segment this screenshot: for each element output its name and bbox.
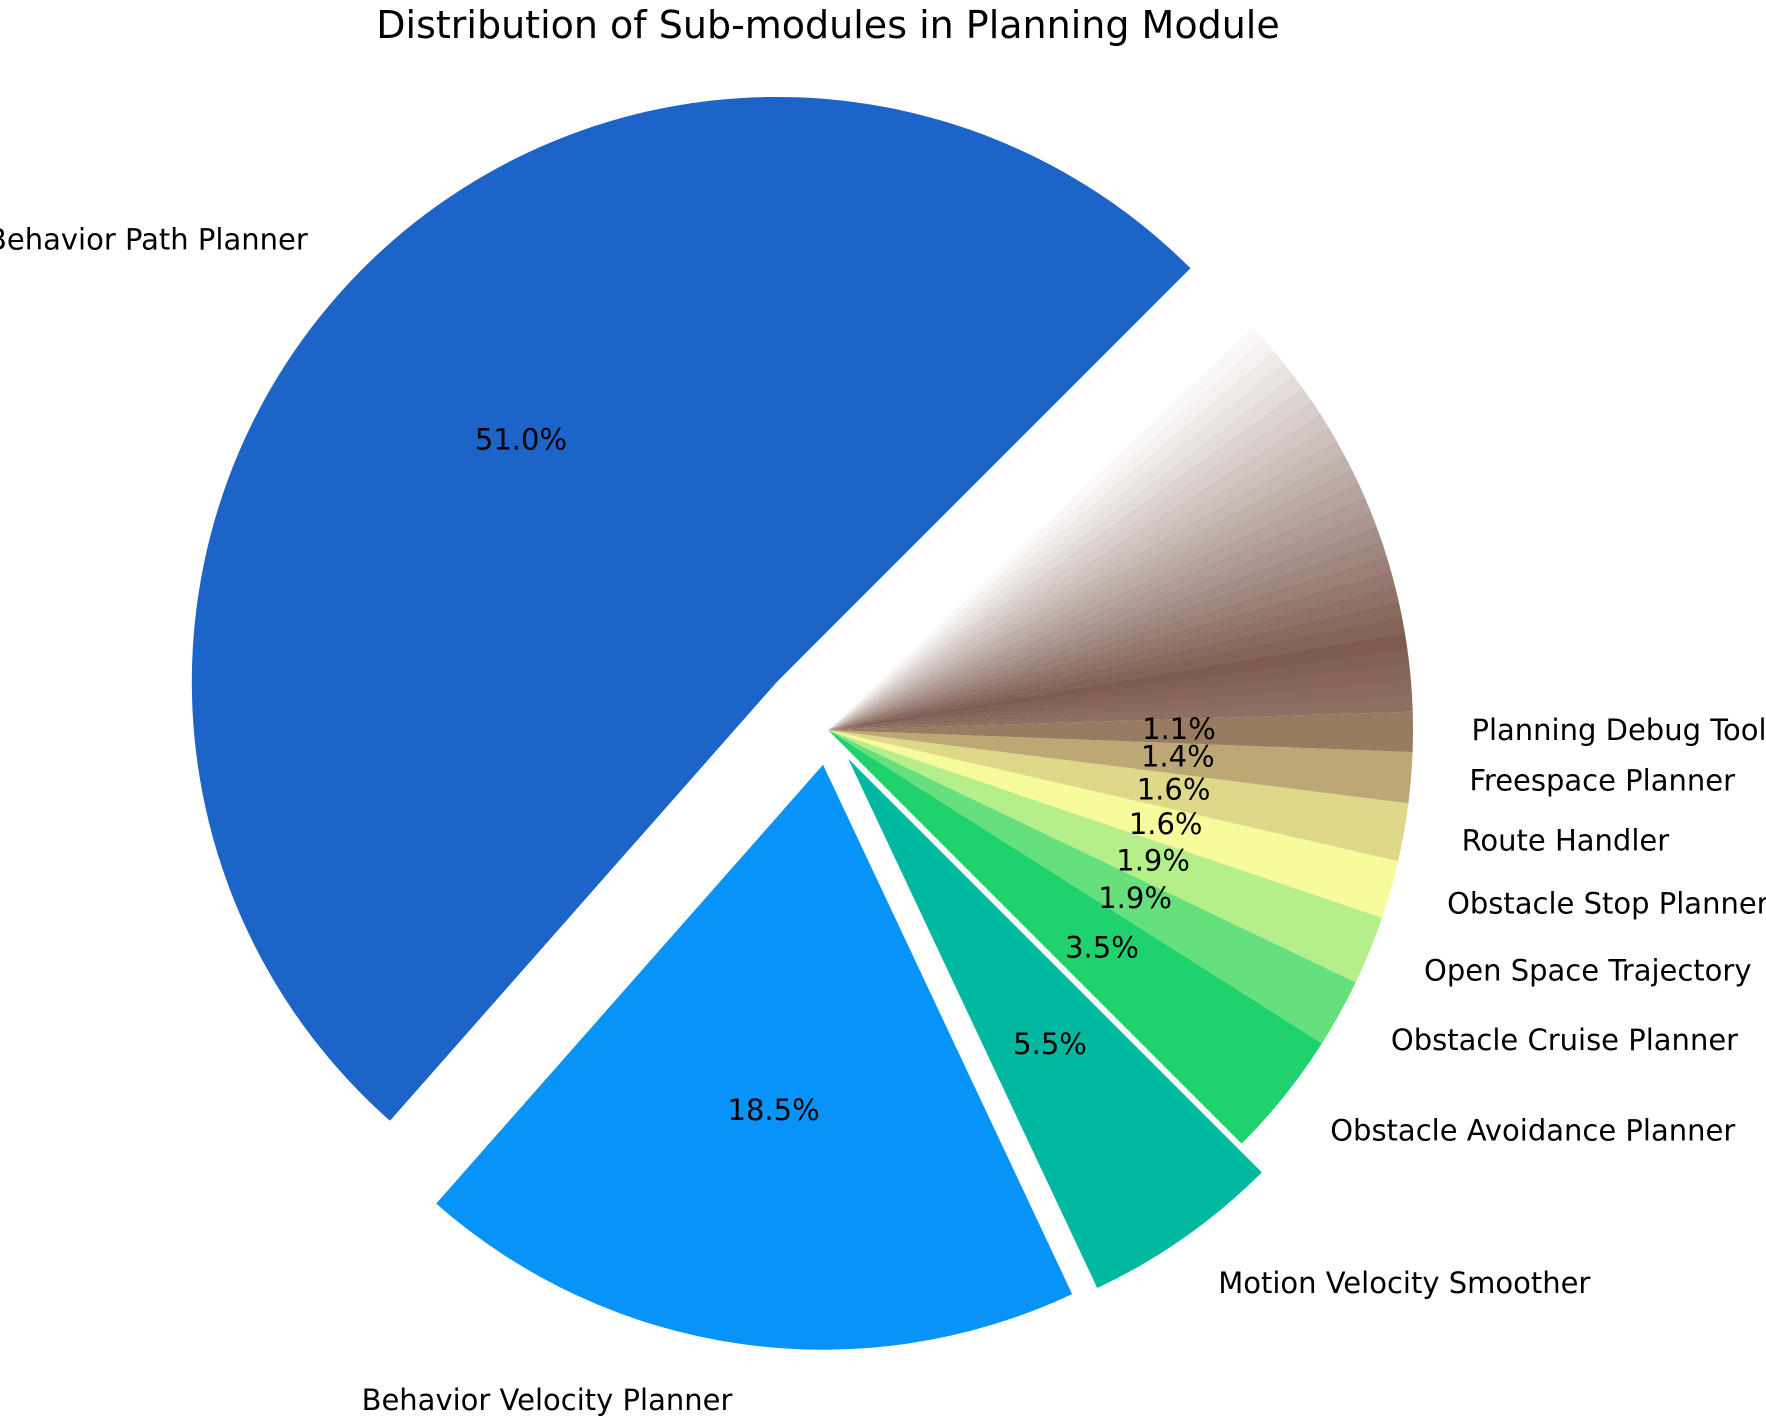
pie-slice-unlabeled: [828, 601, 1403, 730]
pie-slice-unlabeled: [828, 617, 1405, 730]
pie-slice-unlabeled: [828, 497, 1371, 730]
pie-slice-unlabeled: [828, 468, 1359, 730]
pie-slice-unlabeled: [828, 454, 1352, 730]
pie-slice-unlabeled: [828, 338, 1274, 730]
slice-label: Obstacle Avoidance Planner: [1330, 1113, 1735, 1147]
pie-slice: [191, 96, 1191, 1121]
pie-slice-unlabeled: [828, 387, 1312, 730]
slice-label: Behavior Path Planner: [0, 222, 308, 256]
pie-wedges: [191, 96, 1413, 1350]
slice-percent-label: 1.6%: [1129, 807, 1203, 841]
slice-label: Planning Debug Tools: [1471, 713, 1766, 747]
pie-slice-unlabeled: [828, 541, 1387, 730]
pie-slice-unlabeled: [828, 375, 1303, 730]
pie-slice: [828, 730, 1356, 1044]
slice-percent-label: 1.4%: [1141, 740, 1215, 774]
slice-percent-label: 5.5%: [1013, 1027, 1087, 1061]
pie-slice: [828, 730, 1383, 983]
slice-label: Obstacle Stop Planner: [1447, 887, 1766, 921]
pie-slice-unlabeled: [828, 350, 1284, 730]
pie-slice-unlabeled: [828, 413, 1329, 730]
pie-slice: [828, 730, 1413, 804]
pie-slice-unlabeled: [828, 315, 1253, 730]
pie-slice: [848, 758, 1262, 1289]
pie-slice-unlabeled: [828, 400, 1321, 730]
pie-slice-unlabeled: [828, 427, 1337, 730]
pie-slice-unlabeled: [828, 571, 1396, 730]
pie-slice-unlabeled: [828, 556, 1392, 730]
pie-slice-unlabeled: [828, 362, 1294, 730]
pie-slice-unlabeled: [828, 511, 1377, 730]
slice-percent-label: 18.5%: [728, 1093, 820, 1127]
slice-percent-label: 3.5%: [1065, 930, 1139, 964]
slice-label: Obstacle Cruise Planner: [1391, 1023, 1738, 1057]
pie-slice-unlabeled: [828, 586, 1399, 730]
slice-label: Freespace Planner: [1469, 764, 1735, 798]
pie-slice-unlabeled: [828, 440, 1345, 730]
pie-slice: [828, 730, 1322, 1144]
pie-slice-unlabeled: [828, 482, 1365, 730]
slice-label: Open Space Trajectory: [1424, 954, 1751, 988]
pie-slice: [828, 730, 1409, 862]
slice-label: Motion Velocity Smoother: [1218, 1266, 1590, 1300]
slice-percent-label: 1.6%: [1137, 772, 1211, 806]
slice-label: Behavior Velocity Planner: [362, 1383, 733, 1417]
pie-slice: [436, 764, 1073, 1350]
pie-slice: [828, 730, 1399, 918]
slice-label: Route Handler: [1462, 824, 1670, 858]
pie-labels: 51.0% Behavior Path Planner 18.5% Behavior …: [0, 222, 1766, 1416]
pie-slice: [828, 711, 1413, 753]
slice-percent-label: 1.9%: [1116, 843, 1190, 877]
slice-percent-label: 1.1%: [1142, 712, 1216, 746]
slice-percent-label: 51.0%: [475, 423, 567, 457]
pie-slice-unlabeled: [828, 327, 1264, 730]
chart-title: Distribution of Sub-modules in Planning …: [376, 3, 1279, 47]
slice-percent-label: 1.9%: [1098, 881, 1172, 915]
pie-slice-unlabeled: [828, 526, 1382, 730]
